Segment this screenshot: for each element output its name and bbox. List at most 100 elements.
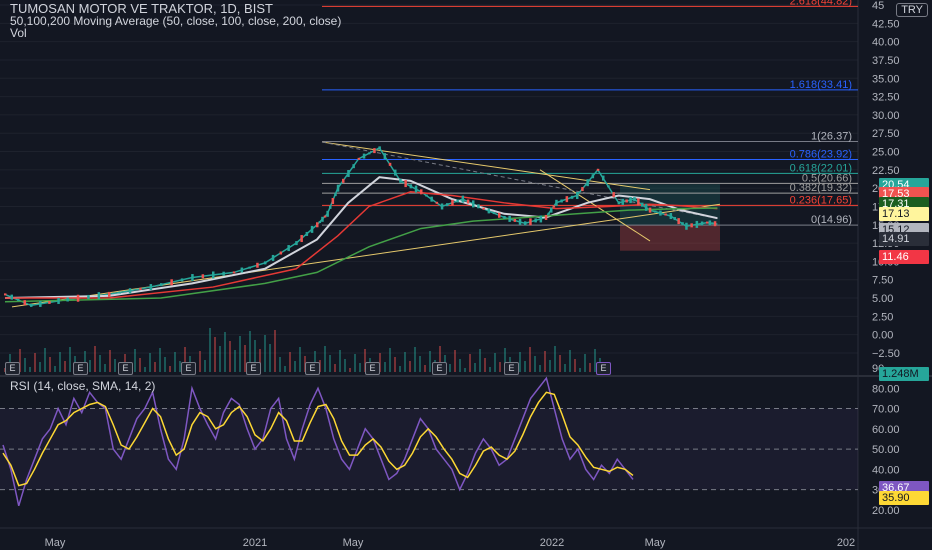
price-candle bbox=[711, 222, 714, 225]
earnings-marker[interactable]: E bbox=[246, 362, 261, 375]
series-rsi-sma bbox=[2, 391, 634, 487]
volume-bar bbox=[419, 356, 421, 372]
price-candle bbox=[399, 178, 402, 183]
price-candle bbox=[212, 271, 215, 279]
moving-average-legend[interactable]: 50,100,200 Moving Average (50, close, 10… bbox=[10, 14, 342, 28]
price-tick-label: 37.50 bbox=[872, 55, 900, 67]
price-candle bbox=[232, 271, 236, 274]
earnings-marker[interactable]: E bbox=[504, 362, 519, 375]
support-trendline bbox=[11, 203, 721, 308]
price-candle bbox=[425, 194, 428, 197]
price-candle bbox=[394, 169, 397, 176]
volume-bar bbox=[569, 350, 571, 372]
volume-bar bbox=[289, 352, 291, 372]
volume-bar bbox=[249, 331, 251, 372]
volume-bar bbox=[49, 357, 51, 372]
earnings-marker[interactable]: E bbox=[73, 362, 88, 375]
price-candle bbox=[706, 221, 709, 224]
earnings-marker[interactable]: E bbox=[596, 362, 611, 375]
earnings-marker[interactable]: E bbox=[181, 362, 196, 375]
volume-bar bbox=[334, 364, 336, 372]
price-candle bbox=[352, 164, 355, 169]
earnings-marker[interactable]: E bbox=[432, 362, 447, 375]
price-candle bbox=[362, 153, 366, 159]
price-candle bbox=[633, 197, 636, 202]
price-candle bbox=[456, 199, 459, 203]
currency-badge[interactable]: TRY bbox=[896, 3, 928, 17]
price-tick-label: 25.00 bbox=[872, 147, 900, 159]
rsi-tick-label: 70.00 bbox=[872, 404, 900, 416]
price-candle bbox=[222, 271, 225, 276]
volume-bar bbox=[464, 368, 466, 372]
volume-bar bbox=[554, 346, 556, 372]
price-candle bbox=[10, 294, 13, 300]
price-candle bbox=[681, 222, 684, 226]
volume-bar bbox=[244, 345, 246, 372]
volume-bar bbox=[589, 363, 591, 372]
price-candle bbox=[664, 213, 667, 216]
volume-bar bbox=[269, 344, 271, 372]
price-candle bbox=[576, 191, 579, 199]
rsi-tick-label: 60.00 bbox=[872, 424, 900, 436]
price-candle bbox=[326, 210, 329, 217]
volume-bar bbox=[574, 359, 576, 372]
price-candle bbox=[581, 187, 584, 192]
price-tick-label: 30.00 bbox=[872, 110, 900, 122]
volume-bar bbox=[84, 351, 86, 372]
price-tick-label: 35.00 bbox=[872, 73, 900, 85]
volume-bar bbox=[459, 359, 461, 372]
volume-bar bbox=[154, 362, 156, 372]
price-candle bbox=[539, 215, 543, 223]
price-candle bbox=[708, 220, 712, 226]
volume-bar bbox=[69, 347, 71, 372]
series-rsi bbox=[2, 376, 634, 507]
price-candle bbox=[331, 197, 335, 204]
earnings-marker[interactable]: E bbox=[5, 362, 20, 375]
volume-bar bbox=[349, 368, 351, 372]
price-candle bbox=[547, 212, 550, 215]
price-candle bbox=[430, 196, 433, 202]
volume-bar bbox=[219, 346, 221, 372]
volume-bar bbox=[474, 363, 476, 372]
earnings-marker[interactable]: E bbox=[118, 362, 133, 375]
price-candle bbox=[446, 203, 449, 207]
volume-bar bbox=[54, 366, 56, 372]
volume-bar bbox=[259, 349, 261, 372]
volume-bar bbox=[134, 349, 136, 372]
price-candle bbox=[149, 284, 153, 291]
rsi-tick-label: 80.00 bbox=[872, 383, 900, 395]
price-candle bbox=[420, 189, 423, 195]
volume-bar bbox=[389, 348, 391, 372]
volume-bar bbox=[494, 353, 496, 372]
earnings-marker[interactable]: E bbox=[305, 362, 320, 375]
volume-bar bbox=[449, 364, 451, 372]
price-candle bbox=[596, 168, 600, 171]
volume-bar bbox=[64, 361, 66, 372]
volume-legend[interactable]: Vol bbox=[10, 26, 27, 40]
price-candle bbox=[295, 241, 298, 246]
price-candle bbox=[160, 283, 163, 287]
price-candle bbox=[388, 162, 392, 166]
earnings-marker[interactable]: E bbox=[365, 362, 380, 375]
price-candle bbox=[644, 203, 648, 211]
price-candle bbox=[677, 218, 680, 225]
volume-bar bbox=[319, 360, 321, 372]
volume-bar bbox=[264, 335, 266, 372]
price-candle bbox=[347, 170, 350, 178]
volume-bar bbox=[394, 357, 396, 372]
volume-bar bbox=[284, 366, 286, 372]
price-candle bbox=[66, 297, 69, 302]
volume-bar bbox=[294, 361, 296, 372]
price-candle bbox=[30, 303, 33, 307]
volume-bar bbox=[579, 368, 581, 372]
volume-bar bbox=[159, 348, 161, 372]
volume-bar bbox=[344, 359, 346, 372]
rsi-tick-label: 20.00 bbox=[872, 505, 900, 517]
price-candle bbox=[498, 212, 501, 218]
rsi-legend[interactable]: RSI (14, close, SMA, 14, 2) bbox=[10, 379, 156, 393]
volume-bar bbox=[254, 340, 256, 372]
price-candle bbox=[690, 223, 693, 228]
price-scale-badge: 14.91 bbox=[879, 232, 929, 246]
price-candle bbox=[552, 205, 556, 208]
